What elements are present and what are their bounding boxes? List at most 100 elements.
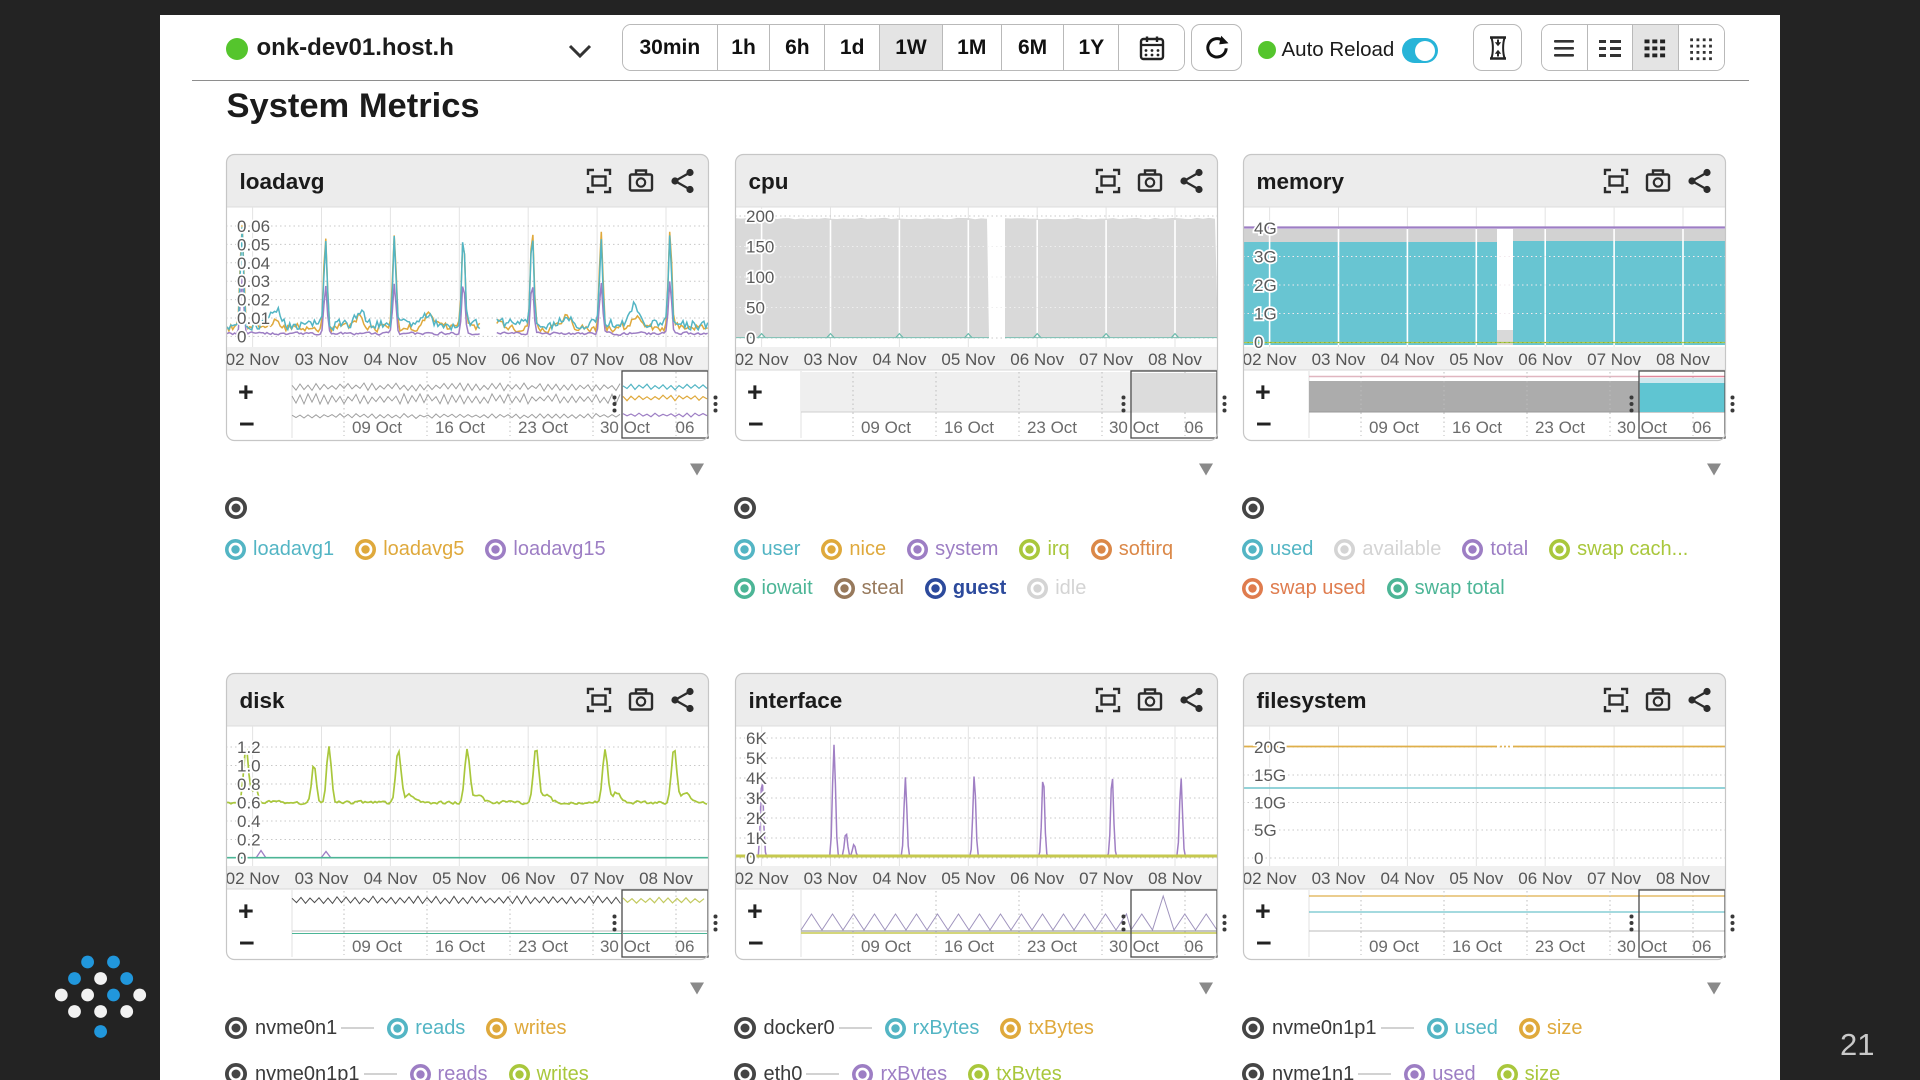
svg-text:02 Nov: 02 Nov [226, 350, 280, 369]
svg-text:08 Nov: 08 Nov [1148, 869, 1202, 888]
svg-text:+: + [747, 377, 763, 407]
svg-text:+: + [1255, 377, 1271, 407]
svg-text:−: − [1256, 928, 1272, 958]
svg-text:06 Nov: 06 Nov [1518, 869, 1572, 888]
svg-text:memory: memory [1257, 169, 1345, 194]
svg-text:30 Oct: 30 Oct [1617, 418, 1667, 437]
svg-text:03 Nov: 03 Nov [295, 350, 349, 369]
svg-text:05 Nov: 05 Nov [432, 350, 486, 369]
svg-text:08 Nov: 08 Nov [1656, 869, 1710, 888]
svg-text:0.03: 0.03 [237, 272, 270, 291]
svg-text:0: 0 [746, 849, 755, 868]
svg-text:200: 200 [746, 207, 774, 226]
svg-text:−: − [1256, 409, 1272, 439]
svg-text:interface: interface [748, 688, 842, 713]
svg-text:23 Oct: 23 Oct [1026, 418, 1076, 437]
svg-text:0: 0 [237, 327, 246, 346]
svg-text:04 Nov: 04 Nov [1380, 350, 1434, 369]
svg-text:16 Oct: 16 Oct [1452, 937, 1502, 956]
svg-text:16 Oct: 16 Oct [943, 937, 993, 956]
svg-text:09 Oct: 09 Oct [860, 418, 910, 437]
svg-text:06 Nov: 06 Nov [1010, 350, 1064, 369]
svg-text:06 Nov: 06 Nov [501, 350, 555, 369]
svg-text:0.8: 0.8 [237, 775, 261, 794]
svg-text:−: − [239, 928, 255, 958]
svg-text:07 Nov: 07 Nov [570, 350, 624, 369]
svg-text:0.05: 0.05 [237, 235, 270, 254]
svg-text:07 Nov: 07 Nov [1587, 869, 1641, 888]
svg-text:1G: 1G [1254, 305, 1277, 324]
svg-text:06 Nov: 06 Nov [1518, 350, 1572, 369]
svg-text:0.04: 0.04 [237, 254, 270, 273]
svg-text:−: − [748, 928, 764, 958]
svg-text:09 Oct: 09 Oct [1369, 418, 1419, 437]
svg-text:+: + [747, 896, 763, 926]
svg-text:+: + [238, 896, 254, 926]
svg-text:100: 100 [746, 268, 774, 287]
svg-text:03 Nov: 03 Nov [1312, 350, 1366, 369]
svg-text:06: 06 [1184, 418, 1203, 437]
svg-text:02 Nov: 02 Nov [734, 869, 788, 888]
svg-text:30 Oct: 30 Oct [1108, 418, 1158, 437]
svg-text:3K: 3K [746, 789, 767, 808]
svg-text:16 Oct: 16 Oct [1452, 418, 1502, 437]
svg-text:08 Nov: 08 Nov [1148, 350, 1202, 369]
svg-text:05 Nov: 05 Nov [1449, 869, 1503, 888]
svg-text:16 Oct: 16 Oct [943, 418, 993, 437]
svg-text:30 Oct: 30 Oct [1617, 937, 1667, 956]
svg-text:05 Nov: 05 Nov [1449, 350, 1503, 369]
svg-text:cpu: cpu [748, 169, 788, 194]
svg-text:loadavg: loadavg [240, 169, 325, 194]
svg-text:2G: 2G [1254, 276, 1277, 295]
svg-text:0: 0 [237, 849, 246, 868]
svg-text:02 Nov: 02 Nov [226, 869, 280, 888]
svg-text:20G: 20G [1254, 738, 1286, 757]
svg-text:50: 50 [746, 299, 765, 318]
svg-text:5K: 5K [746, 749, 767, 768]
svg-text:02 Nov: 02 Nov [734, 350, 788, 369]
svg-text:23 Oct: 23 Oct [1535, 937, 1585, 956]
svg-text:06: 06 [1693, 418, 1712, 437]
svg-text:1K: 1K [746, 829, 767, 848]
svg-text:03 Nov: 03 Nov [803, 350, 857, 369]
svg-text:06: 06 [676, 937, 695, 956]
svg-text:09 Oct: 09 Oct [860, 937, 910, 956]
svg-text:0.01: 0.01 [237, 309, 270, 328]
svg-text:23 Oct: 23 Oct [518, 418, 568, 437]
svg-text:04 Nov: 04 Nov [363, 869, 417, 888]
svg-text:30 Oct: 30 Oct [600, 418, 650, 437]
svg-text:07 Nov: 07 Nov [1079, 350, 1133, 369]
svg-text:06 Nov: 06 Nov [501, 869, 555, 888]
svg-text:05 Nov: 05 Nov [941, 350, 995, 369]
svg-text:filesystem: filesystem [1257, 688, 1367, 713]
svg-text:10G: 10G [1254, 794, 1286, 813]
svg-text:23 Oct: 23 Oct [1026, 937, 1076, 956]
svg-text:03 Nov: 03 Nov [295, 869, 349, 888]
svg-text:0.06: 0.06 [237, 217, 270, 236]
svg-text:0: 0 [1254, 333, 1263, 352]
svg-text:1.0: 1.0 [237, 757, 261, 776]
svg-text:04 Nov: 04 Nov [872, 869, 926, 888]
svg-text:04 Nov: 04 Nov [1380, 869, 1434, 888]
svg-text:02 Nov: 02 Nov [1243, 869, 1297, 888]
svg-text:07 Nov: 07 Nov [1079, 869, 1133, 888]
svg-text:4K: 4K [746, 769, 767, 788]
svg-text:07 Nov: 07 Nov [1587, 350, 1641, 369]
svg-text:−: − [239, 409, 255, 439]
svg-text:1.2: 1.2 [237, 738, 261, 757]
svg-text:06: 06 [676, 418, 695, 437]
svg-text:5G: 5G [1254, 821, 1277, 840]
svg-text:09 Oct: 09 Oct [352, 418, 402, 437]
svg-text:disk: disk [240, 688, 286, 713]
svg-text:2K: 2K [746, 809, 767, 828]
svg-text:0: 0 [746, 329, 755, 348]
svg-text:−: − [748, 409, 764, 439]
svg-text:03 Nov: 03 Nov [803, 869, 857, 888]
svg-text:15G: 15G [1254, 766, 1286, 785]
svg-text:23 Oct: 23 Oct [1535, 418, 1585, 437]
svg-text:16 Oct: 16 Oct [435, 937, 485, 956]
svg-text:08 Nov: 08 Nov [1656, 350, 1710, 369]
svg-text:05 Nov: 05 Nov [432, 869, 486, 888]
svg-text:150: 150 [746, 238, 774, 257]
svg-text:07 Nov: 07 Nov [570, 869, 624, 888]
